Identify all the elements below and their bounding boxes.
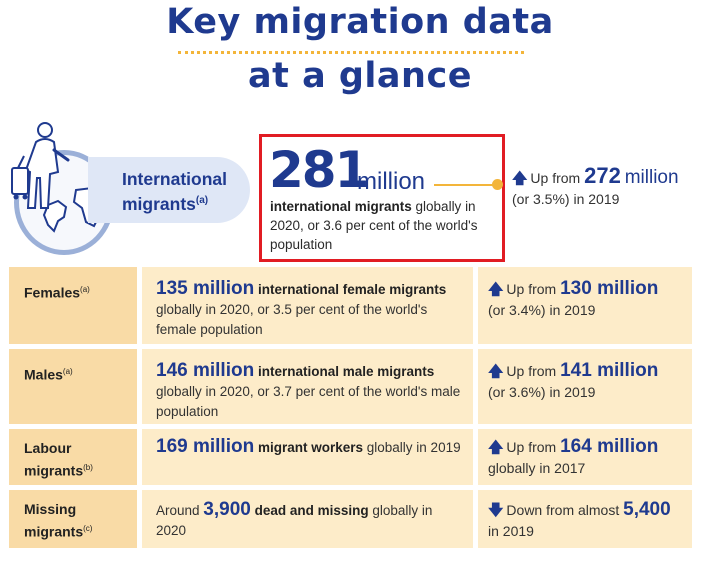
hero-change-prefix: Up from	[530, 170, 581, 186]
row-change: 🡅 Up from 141 million (or 3.6%) in 2019	[478, 349, 692, 424]
leader-dot	[492, 179, 503, 190]
hero-change: 🡅 Up from 272 million (or 3.5%) in 2019	[512, 165, 717, 210]
hero-label-note: (a)	[195, 195, 209, 206]
row-label: Labour migrants(b)	[9, 429, 137, 485]
hero-description: international migrants globally in 2020,…	[270, 197, 500, 254]
hero-change-unit: million	[624, 167, 679, 188]
row-change: 🡅 Up from 164 million globally in 2017	[478, 429, 692, 485]
arrow-up-icon: 🡅	[488, 439, 504, 456]
hero-label: International migrants(a)	[122, 168, 247, 215]
hero-desc-rest: globally in 2020, or 3.6 per cent of the…	[270, 199, 478, 252]
hero-label-pill	[88, 157, 250, 223]
arrow-up-icon: 🡅	[512, 170, 528, 187]
row-label: Females(a)	[9, 267, 137, 344]
hero-unit: million	[357, 168, 426, 195]
hero-highlight-box	[259, 134, 505, 262]
table-row: Labour migrants(b) 169 million migrant w…	[9, 429, 693, 485]
row-change: 🡅 Up from 130 million (or 3.4%) in 2019	[478, 267, 692, 344]
page-subtitle: at a glance	[248, 56, 472, 96]
table-row: Females(a) 135 million international fem…	[9, 267, 693, 344]
arrow-up-icon: 🡅	[488, 281, 504, 298]
title-divider	[178, 51, 524, 54]
row-label: Males(a)	[9, 349, 137, 424]
row-stat: 169 million migrant workers globally in …	[142, 429, 473, 485]
page-title: Key migration data	[166, 2, 554, 42]
hero-change-rest: (or 3.5%) in 2019	[512, 191, 620, 207]
row-change: 🡇 Down from almost 5,400 in 2019	[478, 490, 692, 548]
row-stat: Around 3,900 dead and missing globally i…	[142, 490, 473, 548]
row-label: Missing migrants(c)	[9, 490, 137, 548]
arrow-down-icon: 🡇	[488, 502, 504, 519]
hero-number: 281	[269, 141, 369, 199]
traveller-globe-icon	[11, 122, 102, 233]
table-row: Missing migrants(c) Around 3,900 dead an…	[9, 490, 693, 548]
hero-desc-bold: international migrants	[270, 199, 412, 214]
row-stat: 146 million international male migrants …	[142, 349, 473, 424]
hero-change-value: 272	[584, 163, 621, 188]
leader-line	[434, 184, 496, 186]
arrow-up-icon: 🡅	[488, 363, 504, 380]
hero-label-text: International migrants	[122, 169, 228, 214]
table-row: Males(a) 146 million international male …	[9, 349, 693, 424]
row-stat: 135 million international female migrant…	[142, 267, 473, 344]
